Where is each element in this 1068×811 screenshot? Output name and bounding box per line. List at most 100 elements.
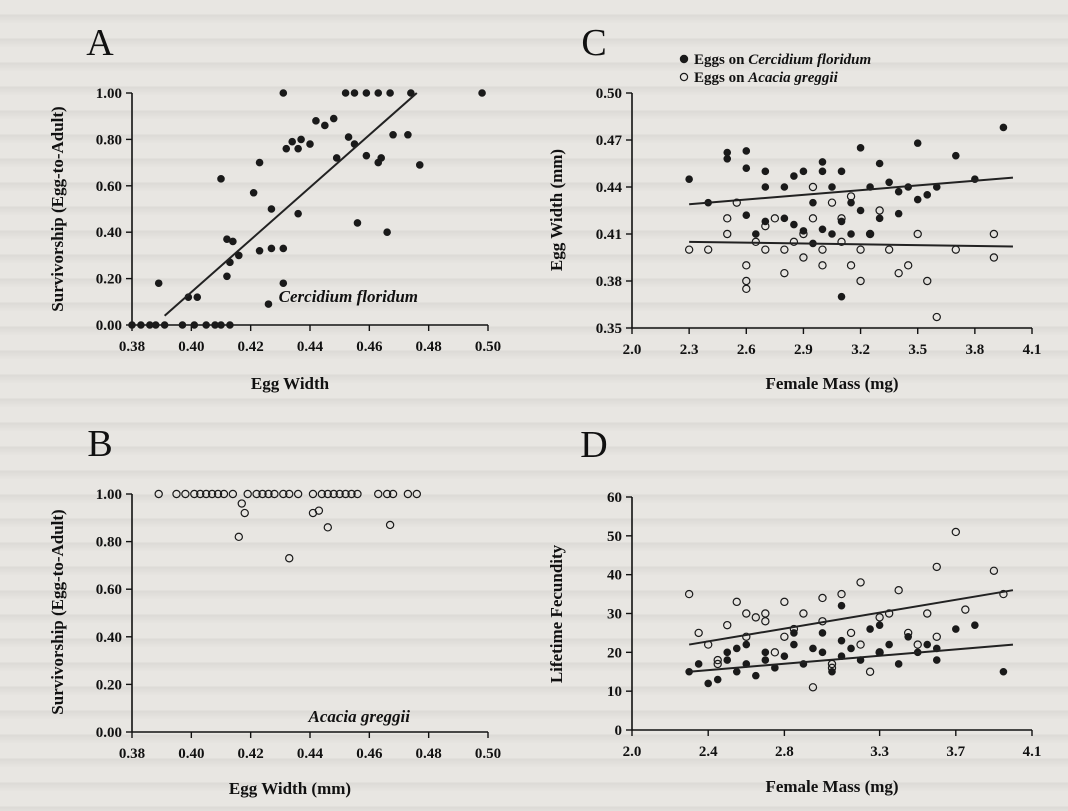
data-point-filled xyxy=(875,214,884,223)
data-point-open xyxy=(865,229,875,239)
x-tick-label: 3.2 xyxy=(851,342,870,358)
data-point-open xyxy=(875,648,884,657)
data-point-filled xyxy=(818,648,827,657)
data-point-open xyxy=(808,683,818,692)
data-point-filled xyxy=(160,321,169,329)
data-point-filled xyxy=(154,279,163,288)
legend-entry: Eggs on Cercidium floridum xyxy=(694,52,871,68)
data-point-filled xyxy=(894,187,903,196)
data-point-open xyxy=(314,506,324,515)
data-point-filled xyxy=(790,640,798,649)
data-point-open xyxy=(780,245,789,254)
data-point-open xyxy=(742,609,751,618)
data-point-filled xyxy=(255,246,264,255)
data-point-filled xyxy=(818,158,827,166)
data-point-filled xyxy=(752,671,760,680)
data-point-open xyxy=(770,648,780,657)
data-point-open xyxy=(403,489,413,499)
data-point-filled xyxy=(923,640,932,649)
data-point-filled xyxy=(713,675,722,684)
data-point-open xyxy=(684,245,694,254)
data-point-open xyxy=(913,640,922,649)
chart-panel-d: 0 10 20 30 40 50 60 2.0 2.4 2.8 3.3 3.7 4.1 Female Ma… xyxy=(547,424,1042,796)
regression-line xyxy=(163,92,418,317)
data-point-open xyxy=(190,489,199,499)
data-point-open xyxy=(723,214,732,223)
x-tick-label: 0.44 xyxy=(297,339,324,355)
x-tick-label: 4.1 xyxy=(1023,744,1042,760)
species-annotation: Cercidium floridum xyxy=(279,287,418,306)
x-tick-label: 0.48 xyxy=(416,339,442,355)
data-point-filled xyxy=(732,667,741,676)
y-tick-label: 60 xyxy=(607,490,622,506)
data-point-open xyxy=(818,245,827,254)
data-point-filled xyxy=(353,219,362,227)
data-point-open xyxy=(279,489,288,499)
data-point-filled xyxy=(913,139,922,147)
data-point-filled xyxy=(202,321,210,329)
data-point-open xyxy=(780,268,789,278)
data-point-filled xyxy=(885,178,893,187)
data-point-filled xyxy=(279,89,288,97)
data-point-open xyxy=(837,589,846,599)
x-tick-label: 2.8 xyxy=(775,744,794,760)
data-point-open xyxy=(951,245,961,254)
data-point-open xyxy=(846,628,856,638)
data-point-open xyxy=(270,489,279,499)
data-point-open xyxy=(799,609,808,618)
data-point-open xyxy=(285,554,294,563)
data-point-open xyxy=(374,489,383,499)
data-point-filled xyxy=(847,644,855,653)
data-point-filled xyxy=(875,621,884,629)
x-tick-label: 0.38 xyxy=(119,746,145,762)
data-point-open xyxy=(181,489,190,499)
data-point-filled xyxy=(837,292,846,301)
data-point-open xyxy=(703,245,713,254)
y-tick-label: 0.60 xyxy=(96,179,122,195)
data-point-open xyxy=(353,489,362,499)
x-tick-label: 2.9 xyxy=(794,342,813,358)
data-point-open xyxy=(989,253,999,262)
data-point-filled xyxy=(780,652,789,661)
data-point-open xyxy=(237,499,246,508)
data-point-filled xyxy=(780,183,789,191)
data-point-filled xyxy=(952,625,960,633)
data-point-filled xyxy=(267,205,276,213)
data-point-filled xyxy=(866,625,874,633)
y-tick-label: 50 xyxy=(607,529,622,545)
data-point-filled xyxy=(344,133,353,141)
data-point-open xyxy=(903,261,913,270)
y-tick-label: 0 xyxy=(615,723,623,739)
data-point-filled xyxy=(894,209,903,218)
data-point-filled xyxy=(999,123,1008,132)
y-tick-label: 40 xyxy=(607,568,622,584)
x-tick-label: 2.4 xyxy=(699,744,718,760)
y-tick-label: 0.20 xyxy=(96,272,122,288)
data-point-filled xyxy=(723,648,732,657)
data-point-filled xyxy=(229,237,237,246)
data-point-open xyxy=(875,613,884,622)
regression-line xyxy=(689,240,1013,248)
data-point-open xyxy=(799,229,808,239)
data-point-open xyxy=(213,489,223,499)
data-point-filled xyxy=(332,154,341,162)
data-point-open xyxy=(837,237,846,247)
data-point-open xyxy=(856,578,865,587)
y-tick-label: 0.41 xyxy=(596,227,622,243)
data-point-open xyxy=(923,276,932,286)
x-tick-label: 0.40 xyxy=(178,746,204,762)
data-point-filled xyxy=(362,151,371,160)
data-point-filled xyxy=(128,321,136,329)
regression-line xyxy=(689,643,1014,673)
data-point-filled xyxy=(809,644,817,653)
chart-panel-c: 0.35 0.38 0.41 0.44 0.47 0.50 2.0 2.3 2.6 2.9 3.2 3… xyxy=(547,22,1041,393)
data-point-filled xyxy=(362,89,371,97)
y-tick-label: 0.00 xyxy=(96,725,122,741)
data-point-open xyxy=(323,523,332,532)
data-point-open xyxy=(827,663,837,673)
data-point-open xyxy=(742,276,751,286)
data-point-open xyxy=(412,489,421,499)
data-point-open xyxy=(903,628,913,638)
data-point-filled xyxy=(329,114,338,123)
x-tick-label: 0.42 xyxy=(238,746,264,762)
